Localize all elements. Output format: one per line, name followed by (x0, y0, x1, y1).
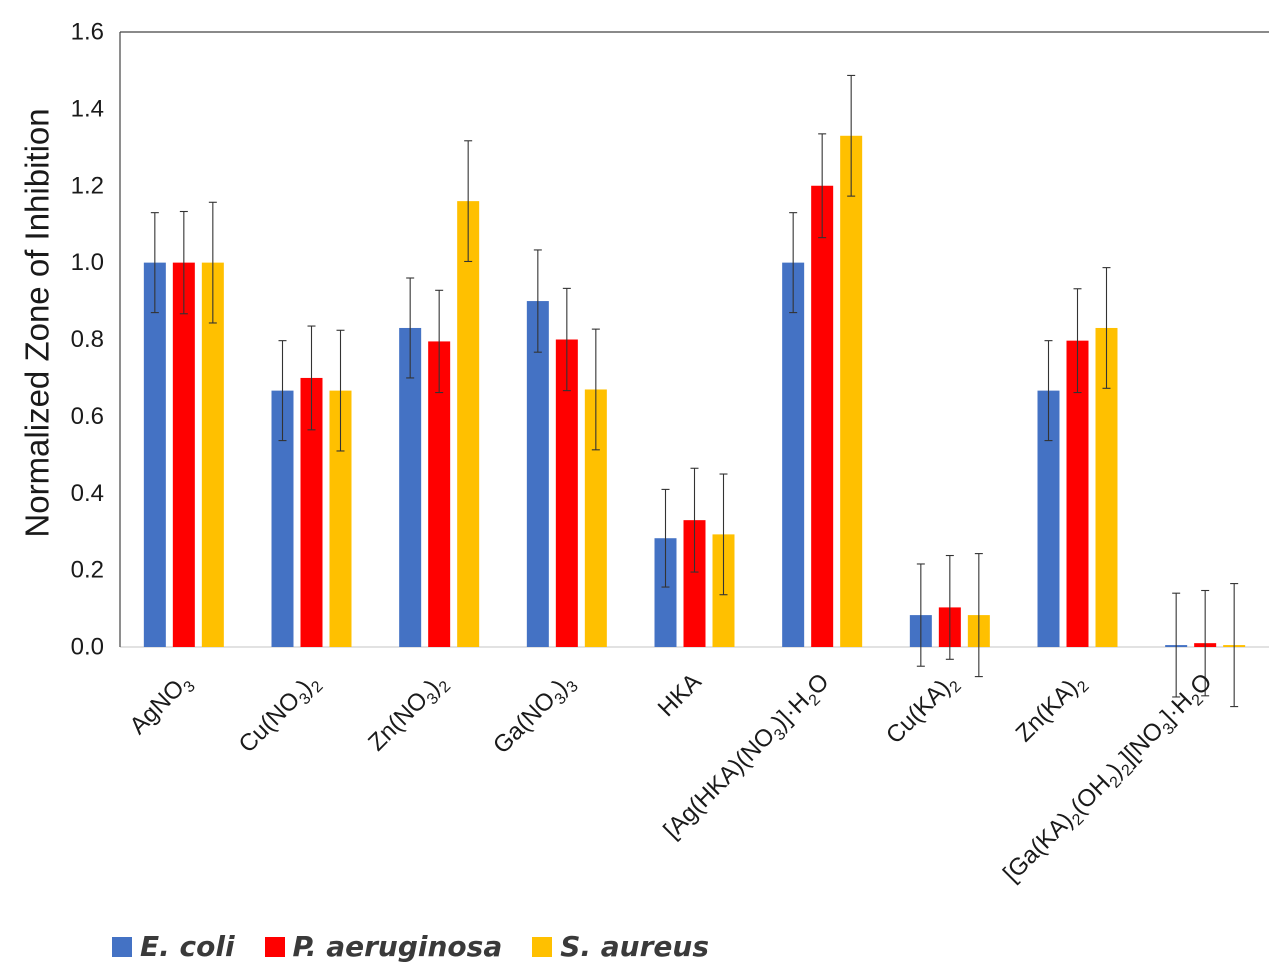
bar (782, 262, 805, 647)
y-axis-label-group: Normalized Zone of Inhibition (19, 108, 56, 537)
error-bar (1102, 267, 1111, 389)
error-bar (1230, 583, 1239, 708)
x-tick-label-text: Cu(KA) (881, 674, 956, 749)
bar (300, 377, 323, 647)
bar (172, 262, 195, 647)
error-bar (179, 210, 188, 315)
error-bar (464, 140, 473, 263)
x-tick-label-text: Cu(NO (234, 686, 306, 758)
error-bar (661, 488, 670, 588)
error-bar (591, 328, 600, 451)
bar (329, 390, 352, 647)
x-tick-label-text: Zn(KA) (1011, 674, 1084, 747)
legend-item: P. aeruginosa (264, 930, 503, 963)
bars (143, 135, 1246, 647)
bar (1066, 340, 1089, 647)
error-bar (1201, 589, 1210, 697)
x-tick-label-text: Ga(NO (488, 686, 561, 759)
bar (811, 185, 834, 647)
error-bar (533, 249, 542, 353)
legend-label: P. aeruginosa (292, 930, 503, 963)
error-bar (562, 287, 571, 392)
x-tick-label: HKA (653, 668, 707, 722)
y-axis-label: Normalized Zone of Inhibition (19, 108, 56, 537)
bar (399, 327, 422, 647)
bar (201, 262, 224, 647)
x-tick-label: AgNO3 (124, 668, 199, 743)
error-bar (307, 325, 316, 431)
bar (683, 520, 706, 647)
y-tick-label: 1.2 (71, 172, 104, 199)
legend-swatch (532, 936, 553, 957)
y-tick-label: 0.4 (71, 480, 104, 507)
bar (555, 339, 578, 647)
y-tick-label: 1.4 (71, 95, 104, 122)
error-bar (719, 473, 728, 596)
error-bar (406, 277, 415, 379)
bar (654, 538, 677, 647)
x-axis-labels: AgNO3 Cu(NO3)2 Zn(NO3)2 Ga(NO3)3 HKA[Ag(HKA)… (124, 668, 1220, 890)
legend: E. coli P. aeruginosa S. aureus (112, 930, 739, 963)
x-tick-label-text: Zn(NO (363, 686, 433, 756)
bar (428, 341, 451, 647)
bar (840, 135, 863, 647)
error-bar (435, 289, 444, 394)
error-bars (150, 74, 1239, 708)
bar (143, 262, 166, 647)
bar (584, 389, 607, 647)
y-tick-label: 0.6 (71, 403, 104, 430)
x-tick-label-text: [Ag(HKA)(NO (658, 722, 780, 844)
x-tick-label: Cu(NO3)2 (234, 668, 327, 761)
error-bar (690, 467, 699, 573)
legend-swatch (264, 936, 285, 957)
legend-item: S. aureus (532, 930, 709, 963)
error-bar (208, 201, 217, 324)
error-bar (916, 563, 925, 667)
x-tick-label-text: [Ga(KA) (998, 807, 1078, 887)
legend-swatch (112, 936, 132, 957)
error-bar (336, 329, 345, 452)
y-tick-label: 0.0 (71, 634, 104, 661)
error-bar (150, 212, 159, 314)
error-bar (789, 212, 798, 314)
bar (526, 301, 549, 647)
error-bar (945, 554, 954, 660)
bar (1095, 327, 1118, 647)
x-tick-label: Ga(NO3)3 (488, 668, 582, 762)
error-bar (1044, 340, 1053, 442)
bar (271, 390, 294, 647)
x-tick-label-text: HKA (653, 668, 707, 722)
x-tick-label: Zn(KA)2 (1011, 668, 1093, 750)
y-tick-label: 1.0 (71, 249, 104, 276)
error-bar (278, 340, 287, 442)
x-tick-label: [Ga(KA)2(OH2)2][NO3]·H2O (998, 668, 1220, 890)
bar (457, 201, 480, 647)
x-tick-label: Zn(NO3)2 (363, 668, 454, 759)
x-tick-label: Cu(KA)2 (881, 668, 965, 752)
legend-label: E. coli (140, 930, 235, 963)
y-axis-ticks: 0.0 0.2 0.4 0.6 0.8 1.0 1.2 1.4 1.6 (71, 19, 104, 661)
error-bar (818, 133, 827, 239)
error-bar (1073, 288, 1082, 394)
bar (1037, 390, 1060, 647)
y-tick-label: 0.8 (71, 326, 104, 353)
error-bar (847, 74, 856, 197)
y-tick-label: 1.6 (71, 19, 104, 46)
error-bar (974, 553, 983, 678)
y-tick-label: 0.2 (71, 557, 104, 584)
legend-item: E. coli (112, 930, 235, 963)
legend-label: S. aureus (560, 930, 710, 963)
error-bar (1172, 592, 1181, 698)
